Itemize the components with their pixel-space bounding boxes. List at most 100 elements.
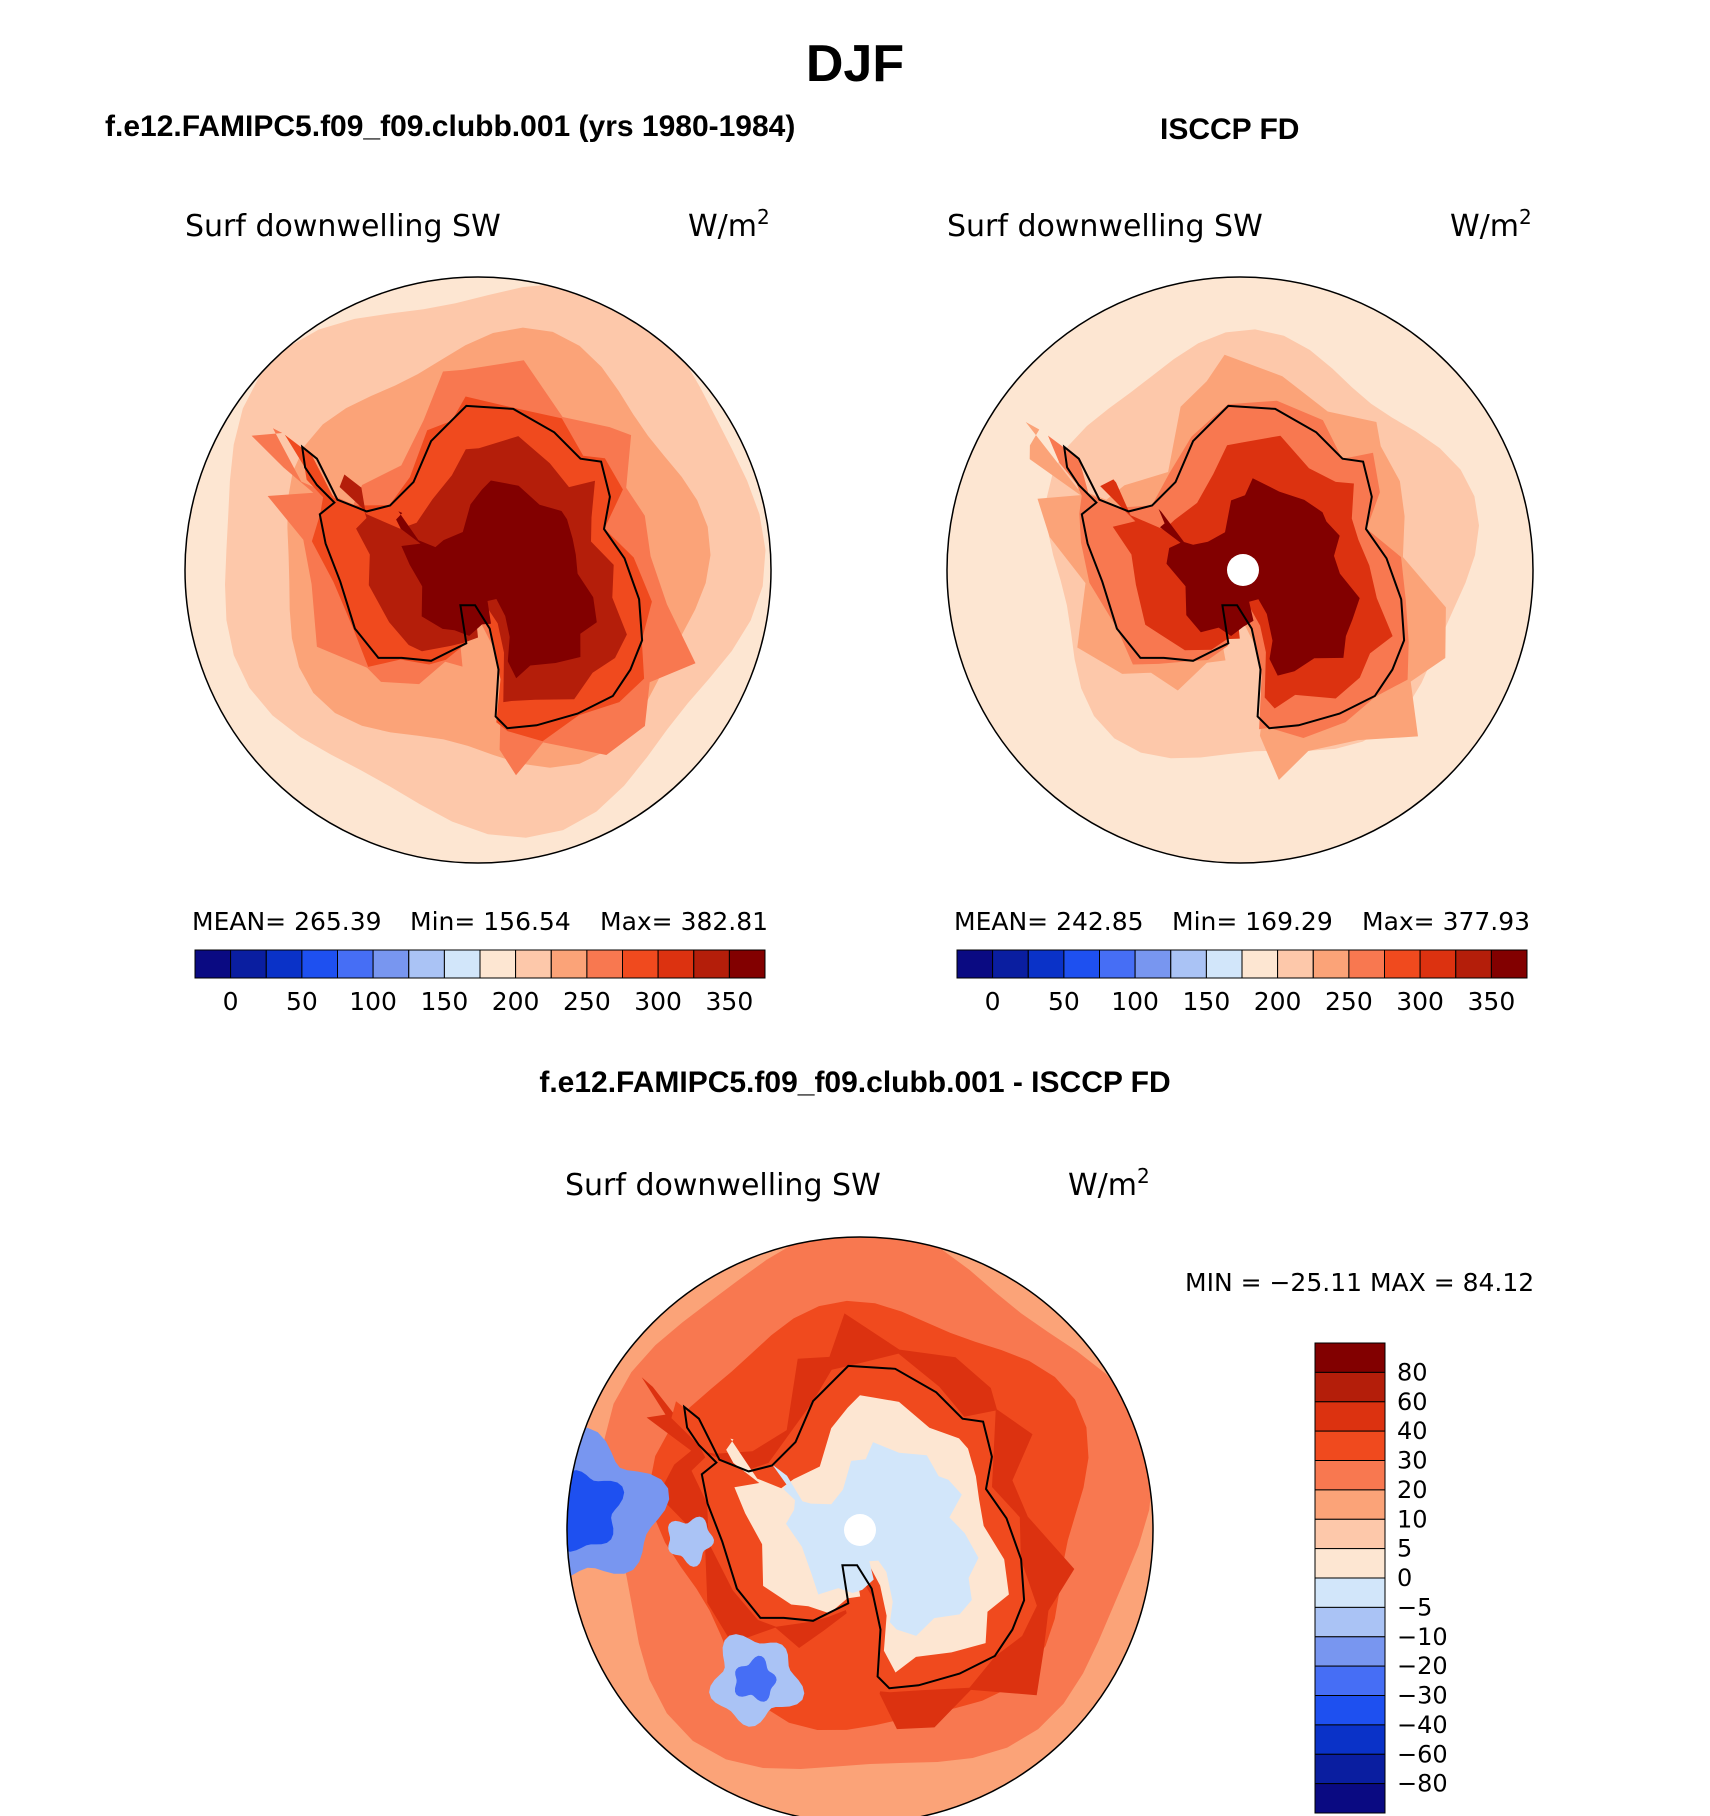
field-neg-anomaly-core	[735, 1655, 777, 1702]
colorbar-swatch	[372, 949, 410, 979]
colorbar-swatch	[337, 949, 374, 979]
colorbar-tick-label: −30	[1397, 1682, 1448, 1710]
colorbar-tick-label: 300	[634, 987, 682, 1016]
colorbar-swatch	[622, 949, 659, 979]
panel-title-diff: f.e12.FAMIPC5.f09_f09.clubb.001 - ISCCP …	[539, 1066, 1171, 1099]
colorbar-swatch	[1314, 1548, 1386, 1579]
colorbar-swatch	[1170, 949, 1207, 979]
colorbar-tick-label: 60	[1397, 1388, 1428, 1416]
colorbar-tick-label: 20	[1397, 1476, 1428, 1504]
colorbar-tick-label: 50	[1048, 987, 1080, 1016]
colorbar-tick-label: 300	[1396, 987, 1444, 1016]
colorbar-tick-label: −40	[1397, 1711, 1448, 1739]
colorbar-swatch	[194, 949, 232, 979]
colorbar-swatch	[657, 949, 695, 979]
colorbar-swatch	[1277, 949, 1314, 979]
colorbar-tick-label: 0	[985, 987, 1001, 1016]
colorbar-swatch	[1314, 1401, 1386, 1432]
stats-mean: MEAN= 265.39	[192, 907, 382, 936]
colorbar-swatch	[1241, 949, 1279, 979]
colorbar-swatch	[1312, 949, 1350, 979]
colorbar-tick-label: 30	[1397, 1447, 1428, 1475]
colorbar-swatch	[728, 949, 766, 979]
colorbar-swatch	[1490, 949, 1528, 979]
colorbar-tick-label: 350	[1468, 987, 1516, 1016]
colorbar-swatch	[408, 949, 445, 979]
colorbar-tick-label: 250	[563, 987, 611, 1016]
plot-variable-title: Surf downwelling SW	[185, 209, 501, 244]
colorbar-tick-label: 350	[706, 987, 754, 1016]
map-panel-1: Surf downwelling SW W/m2 MEAN= 265.39 Min= …	[184, 205, 772, 1016]
map-panel-3: Surf downwelling SW W/m2 MIN = −25.11 MAX …	[565, 1164, 1534, 1816]
colorbar-swatch	[1314, 1342, 1386, 1373]
antarctica-coastline	[1062, 404, 1406, 730]
pole-missing-data	[1227, 554, 1259, 586]
colorbar-tick-label: 40	[1397, 1417, 1428, 1445]
stats-min-max: MIN = −25.11 MAX = 84.12	[1185, 1268, 1534, 1297]
colorbar-tick-label: −5	[1397, 1593, 1432, 1621]
colorbar-swatch	[1205, 949, 1243, 979]
colorbar-swatch	[1027, 949, 1065, 979]
colorbar-tick-label: 80	[1397, 1358, 1428, 1386]
colorbar-swatch	[301, 949, 338, 979]
colorbar-tick-label: −10	[1397, 1623, 1448, 1651]
panel-title-model: f.e12.FAMIPC5.f09_f09.clubb.001 (yrs 198…	[105, 110, 796, 143]
field-plateau	[772, 1442, 979, 1636]
colorbar-swatch	[1314, 1665, 1386, 1696]
colorbar-swatch	[1134, 949, 1172, 979]
field-plateau	[396, 480, 597, 679]
field-neg-anomaly	[668, 1516, 714, 1567]
colorbar-tick-label: 150	[421, 987, 469, 1016]
map-border	[946, 276, 1534, 864]
colorbar-swatch	[1419, 949, 1457, 979]
colorbar-swatch	[1455, 949, 1492, 979]
colorbar-swatch	[693, 949, 730, 979]
colorbar-swatch	[956, 949, 994, 979]
colorbar-swatch	[1314, 1724, 1386, 1755]
stats-min: Min= 169.29	[1172, 907, 1333, 936]
plot-variable-title: Surf downwelling SW	[565, 1168, 881, 1203]
colorbar-tick-label: −20	[1397, 1652, 1448, 1680]
colorbar-swatch	[550, 949, 588, 979]
pole-missing-data	[844, 1514, 876, 1546]
colorbar-swatch	[1099, 949, 1136, 979]
colorbar-swatch	[479, 949, 517, 979]
colorbar-swatch	[1063, 949, 1101, 979]
colorbar-swatch	[443, 949, 481, 979]
colorbar-swatch	[1348, 949, 1386, 979]
colorbar-tick-label: 200	[492, 987, 540, 1016]
colorbar-tick-label: 250	[1325, 987, 1373, 1016]
map-field-3	[567, 1237, 1153, 1816]
colorbar-swatch	[992, 949, 1029, 979]
colorbar-swatch	[1314, 1371, 1386, 1403]
colorbar-swatch	[265, 949, 303, 979]
colorbar-swatch	[1314, 1606, 1386, 1638]
antarctica-coastline	[682, 1364, 1026, 1690]
colorbar-swatch	[1314, 1783, 1386, 1814]
stats-max: Max= 377.93	[1362, 907, 1530, 936]
colorbar-tick-label: −60	[1397, 1740, 1448, 1768]
antarctica-coastline	[300, 404, 644, 730]
colorbar-tick-label: 10	[1397, 1505, 1428, 1533]
colorbar-swatch	[1314, 1577, 1386, 1608]
figure-title: DJF	[805, 35, 905, 93]
colorbar-tick-label: −80	[1397, 1770, 1448, 1798]
colorbar-tick-label: 150	[1183, 987, 1231, 1016]
stats-max: Max= 382.81	[600, 907, 768, 936]
colorbar-tick-label: 0	[1397, 1564, 1412, 1592]
colorbar-swatch	[515, 949, 552, 979]
colorbar-swatch	[1314, 1518, 1386, 1550]
colorbar-swatch	[1314, 1695, 1386, 1726]
colorbar-tick-label: 200	[1254, 987, 1302, 1016]
colorbar-swatch	[1384, 949, 1421, 979]
plot-units: W/m2	[1450, 205, 1532, 244]
map-border	[566, 1236, 1154, 1816]
colorbar-tick-label: 100	[1111, 987, 1159, 1016]
stats-min: Min= 156.54	[410, 907, 571, 936]
plot-units: W/m2	[688, 205, 770, 244]
colorbar-swatch	[1314, 1430, 1386, 1461]
stats-mean: MEAN= 242.85	[954, 907, 1144, 936]
colorbar-tick-label: 5	[1397, 1535, 1412, 1563]
colorbar-swatch	[586, 949, 624, 979]
